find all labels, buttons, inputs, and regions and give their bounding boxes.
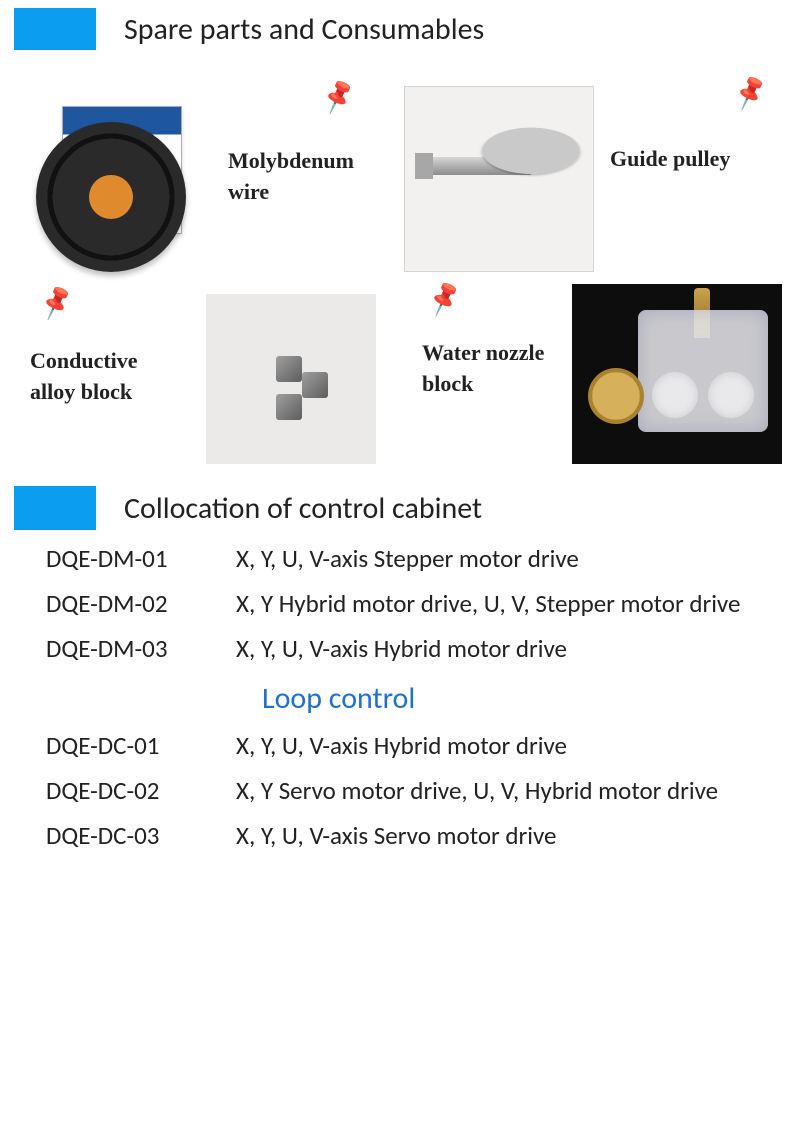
spec-code: DQE-DM-02 <box>46 585 236 624</box>
spec-row: DQE-DC-02X, Y Servo motor drive, U, V, H… <box>46 772 796 811</box>
part-conductive-alloy-block: 📌 Conductive alloy block <box>14 280 394 480</box>
product-photo <box>36 122 186 272</box>
spec-row: DQE-DM-02X, Y Hybrid motor drive, U, V, … <box>46 585 796 624</box>
part-water-nozzle-block: 📌 Water nozzle block <box>404 280 784 480</box>
spec-code: DQE-DM-01 <box>46 540 236 579</box>
spec-desc: X, Y, U, V-axis Stepper motor drive <box>236 540 796 579</box>
text: alloy block <box>30 379 132 404</box>
accent-square <box>14 486 96 530</box>
spec-row: DQE-DM-03X, Y, U, V-axis Hybrid motor dr… <box>46 630 796 669</box>
spec-desc: X, Y, U, V-axis Servo motor drive <box>236 817 796 856</box>
section-header-spare-parts: Spare parts and Consumables <box>14 8 796 50</box>
pushpin-icon: 📌 <box>424 277 465 318</box>
text: block <box>422 371 473 396</box>
spec-desc: X, Y, U, V-axis Hybrid motor drive <box>236 630 796 669</box>
loop-control-subtitle: Loop control <box>262 680 796 717</box>
collocation-title: Collocation of control cabinet <box>124 490 482 527</box>
text: Water nozzle <box>422 340 544 365</box>
pushpin-icon: 📌 <box>729 71 770 112</box>
text: Conductive <box>30 348 138 373</box>
spec-row: DQE-DC-03X, Y, U, V-axis Servo motor dri… <box>46 817 796 856</box>
part-label: Conductive alloy block <box>30 346 138 408</box>
part-guide-pulley: 📌 Guide pulley <box>404 70 784 270</box>
pushpin-icon: 📌 <box>36 281 77 322</box>
section-header-collocation: Collocation of control cabinet <box>14 486 796 530</box>
spec-desc: X, Y Hybrid motor drive, U, V, Stepper m… <box>236 585 796 624</box>
spec-code: DQE-DM-03 <box>46 630 236 669</box>
spec-code: DQE-DC-01 <box>46 727 236 766</box>
spare-parts-title: Spare parts and Consumables <box>124 11 484 48</box>
accent-square <box>14 8 96 50</box>
part-label: Molybdenum wire <box>228 146 354 208</box>
pushpin-icon: 📌 <box>317 75 358 116</box>
part-label: Water nozzle block <box>422 338 544 400</box>
specs-list-dc: DQE-DC-01X, Y, U, V-axis Hybrid motor dr… <box>0 727 796 855</box>
part-label: Guide pulley <box>610 144 730 175</box>
spare-parts-grid: 📌 Molybdenum wire 📌 Guide pulley 📌 Condu… <box>0 70 796 480</box>
part-molybdenum-wire: 📌 Molybdenum wire <box>14 70 394 270</box>
product-photo <box>206 294 376 464</box>
specs-list-dm: DQE-DM-01X, Y, U, V-axis Stepper motor d… <box>0 540 796 668</box>
spec-code: DQE-DC-03 <box>46 817 236 856</box>
text: Molybdenum <box>228 148 354 173</box>
text: wire <box>228 179 269 204</box>
spec-row: DQE-DC-01X, Y, U, V-axis Hybrid motor dr… <box>46 727 796 766</box>
spec-code: DQE-DC-02 <box>46 772 236 811</box>
product-photo <box>572 284 782 464</box>
spec-row: DQE-DM-01X, Y, U, V-axis Stepper motor d… <box>46 540 796 579</box>
spec-desc: X, Y Servo motor drive, U, V, Hybrid mot… <box>236 772 796 811</box>
spec-desc: X, Y, U, V-axis Hybrid motor drive <box>236 727 796 766</box>
product-photo <box>404 86 594 272</box>
